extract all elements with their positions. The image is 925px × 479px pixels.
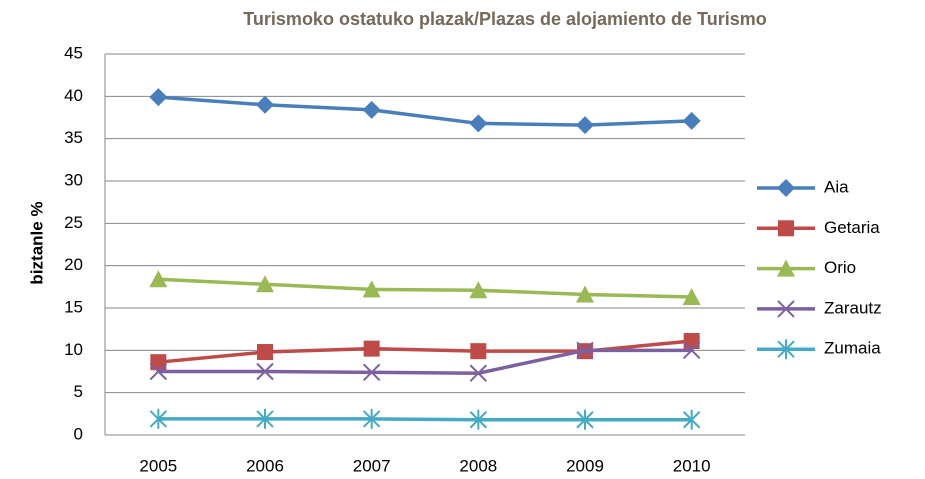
marker — [682, 111, 701, 130]
marker — [576, 116, 594, 135]
marker — [149, 270, 168, 288]
legend-label: Orio — [824, 258, 856, 277]
y-tick-label: 30 — [64, 170, 83, 189]
series-line — [158, 417, 692, 422]
marker — [777, 259, 795, 277]
y-tick-label: 0 — [74, 424, 83, 443]
marker — [256, 408, 274, 429]
marker — [682, 409, 701, 430]
marker — [257, 344, 273, 361]
marker — [362, 100, 381, 119]
marker — [362, 408, 381, 429]
marker — [149, 88, 168, 107]
x-tick-label: 2009 — [566, 456, 604, 475]
legend-label: Zumaia — [824, 339, 881, 358]
marker — [362, 363, 381, 382]
x-tick-label: 2005 — [139, 456, 177, 475]
x-tick-label: 2007 — [353, 456, 391, 475]
x-tick-label: 2008 — [459, 456, 497, 475]
legend-label: Getaria — [824, 218, 880, 237]
marker — [469, 409, 488, 430]
marker — [150, 354, 167, 371]
series-line — [158, 95, 692, 127]
marker — [778, 220, 794, 237]
marker — [470, 343, 487, 360]
series-line — [158, 348, 692, 375]
marker — [149, 362, 168, 381]
legend-label: Aia — [824, 177, 849, 196]
marker — [469, 114, 488, 133]
y-axis-label: biztanle % — [27, 201, 46, 284]
x-tick-label: 2010 — [673, 456, 711, 475]
y-tick-label: 35 — [64, 128, 83, 147]
marker — [363, 340, 380, 357]
marker — [256, 95, 274, 114]
y-tick-label: 25 — [64, 213, 83, 232]
chart-title: Turismoko ostatuko plazak/Plazas de aloj… — [243, 9, 766, 29]
marker — [362, 280, 381, 298]
marker — [682, 287, 701, 305]
marker — [576, 285, 594, 303]
marker — [777, 179, 795, 197]
marker — [682, 341, 701, 360]
marker — [256, 362, 274, 381]
marker — [683, 333, 700, 350]
y-tick-label: 45 — [64, 43, 83, 62]
series-line — [158, 277, 692, 299]
marker — [256, 275, 274, 293]
y-tick-label: 5 — [74, 382, 83, 401]
marker — [777, 300, 795, 318]
y-tick-label: 40 — [64, 86, 83, 105]
legend-label: Zarautz — [824, 298, 882, 317]
marker — [777, 339, 795, 360]
marker — [576, 409, 594, 430]
marker — [469, 281, 488, 299]
marker — [576, 341, 594, 360]
marker — [149, 408, 168, 429]
y-tick-label: 10 — [64, 340, 83, 359]
x-tick-label: 2006 — [246, 456, 284, 475]
marker — [469, 364, 488, 382]
y-tick-label: 20 — [64, 255, 83, 274]
y-tick-label: 15 — [64, 297, 83, 316]
